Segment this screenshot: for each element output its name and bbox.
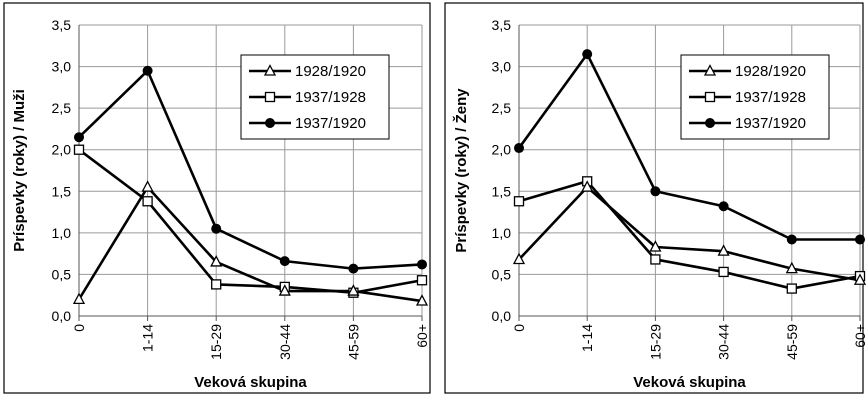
y-tick-label: 3,5 (492, 17, 512, 33)
chart-frame (444, 2, 864, 394)
y-tick-label: 2,0 (52, 142, 72, 158)
y-tick-label: 3,5 (52, 17, 72, 33)
legend-label: 1937/1920 (295, 115, 366, 132)
legend: 1928/1920 1937/1928 1937/1920 (240, 54, 390, 140)
legend-label: 1928/1920 (735, 63, 806, 80)
data-point-circle (142, 65, 153, 76)
chart-2: 0,0 0,5 1,0 1,5 2,0 2,5 3,0 3,5 0 1-14 15-29 30-44 4… (444, 2, 867, 394)
x-tick-label: 45-59 (345, 324, 361, 360)
data-point-square (73, 144, 85, 155)
legend: 1928/1920 1937/1928 1937/1920 (680, 54, 830, 140)
x-tick-label: 1-14 (140, 324, 156, 352)
series-line-1937-1920 (78, 69, 423, 270)
data-point-triangle (415, 294, 429, 306)
data-point-circle (348, 263, 359, 274)
y-tick-label: 1,0 (492, 225, 512, 241)
legend-marker-square (264, 91, 276, 103)
series-line-1928-1920 (518, 185, 861, 282)
data-point-triangle (347, 284, 360, 296)
data-point-triangle (72, 292, 86, 305)
data-point-circle (582, 49, 593, 60)
x-tick-label: 15-29 (208, 324, 224, 360)
data-point-square (416, 275, 428, 286)
data-point-square (142, 196, 153, 207)
data-point-circle (718, 201, 729, 212)
series-line-1937-1928 (518, 180, 861, 290)
y-axis-title: Príspevky (roky) / Muži (11, 89, 28, 252)
data-point-triangle (581, 180, 594, 192)
x-tick-label: 0 (71, 324, 87, 332)
data-point-triangle (512, 252, 526, 265)
data-point-triangle (853, 273, 867, 285)
y-tick-label: 0,5 (492, 266, 512, 282)
x-tick-label: 60+ (414, 324, 430, 348)
legend-marker-square (704, 91, 716, 103)
data-point-triangle (210, 255, 223, 267)
legend-marker-circle (265, 118, 275, 128)
data-point-square (211, 279, 222, 290)
data-point-triangle (717, 244, 730, 256)
data-point-circle (514, 143, 524, 154)
series-line-1937-1920 (517, 52, 860, 241)
x-tick-label: 15-29 (647, 324, 663, 360)
data-point-triangle (785, 261, 798, 274)
x-axis-title: Veková skupina (633, 374, 746, 391)
y-tick-label: 2,5 (52, 100, 72, 116)
y-tick-label: 3,0 (492, 59, 512, 75)
x-tick-label: 30-44 (716, 324, 732, 360)
data-point-square (786, 283, 797, 294)
y-tick-label: 1,0 (52, 225, 72, 241)
data-point-circle (417, 259, 427, 270)
legend-marker-triangle (263, 64, 277, 76)
data-point-circle (786, 234, 797, 245)
y-tick-label: 0,0 (492, 308, 512, 324)
y-tick-label: 2,5 (492, 100, 512, 116)
y-tick-label: 0,0 (52, 308, 72, 324)
data-point-square (718, 266, 729, 278)
x-tick-label: 45-59 (784, 324, 800, 360)
data-point-circle (279, 256, 290, 267)
y-axis-title: Príspevky (roky) / Ženy (452, 88, 470, 253)
x-tick-label: 60+ (852, 324, 867, 348)
legend-marker-circle (705, 118, 715, 128)
data-point-triangle (278, 284, 291, 296)
y-tick-label: 1,5 (52, 183, 72, 199)
chart-frame (3, 2, 431, 394)
data-point-circle (211, 223, 222, 234)
legend-label: 1937/1928 (295, 89, 366, 106)
x-tick-label: 0 (511, 324, 527, 332)
data-point-triangle (649, 240, 662, 252)
data-point-circle (855, 234, 865, 245)
series-line-1937-1928 (78, 148, 423, 295)
series-line-1928-1920 (77, 185, 423, 303)
legend-label: 1937/1928 (735, 89, 806, 106)
y-tick-label: 0,5 (52, 266, 72, 282)
chart-1: 0,0 0,5 1,0 1,5 2,0 2,5 3,0 3,5 0 1-14 15-29 30-44 4… (3, 2, 431, 394)
data-point-triangle (141, 180, 154, 192)
legend-marker-triangle (703, 64, 717, 76)
data-point-circle (74, 132, 84, 143)
x-axis-title: Veková skupina (194, 374, 307, 391)
y-tick-label: 2,0 (492, 142, 512, 158)
data-point-square (513, 196, 525, 207)
data-point-circle (650, 186, 661, 197)
x-tick-label: 30-44 (277, 324, 293, 360)
y-tick-label: 1,5 (492, 183, 512, 199)
x-tick-label: 1-14 (579, 324, 595, 352)
data-point-square (650, 254, 661, 265)
legend-label: 1928/1920 (295, 63, 366, 80)
legend-label: 1937/1920 (735, 115, 806, 132)
y-tick-label: 3,0 (52, 59, 72, 75)
